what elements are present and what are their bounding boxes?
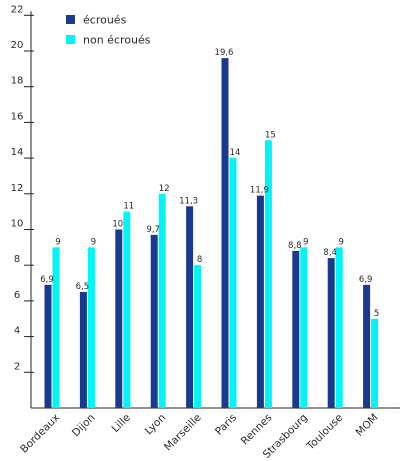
data-label: 6,9 bbox=[359, 275, 373, 285]
data-label: 9,7 bbox=[146, 225, 160, 235]
data-label: 8,4 bbox=[323, 248, 337, 258]
data-label: 10 bbox=[112, 220, 123, 230]
legend-swatch bbox=[66, 35, 75, 44]
bar-non-ecroues bbox=[335, 247, 343, 408]
bar-ecroues bbox=[115, 229, 123, 408]
legend: écroués non écroués bbox=[66, 14, 151, 47]
data-label: 8 bbox=[197, 255, 202, 265]
category-label: Bordeaux bbox=[18, 412, 62, 456]
y-tick-label: 6 bbox=[14, 290, 20, 301]
bar-non-ecroues bbox=[87, 247, 95, 408]
data-label: 9 bbox=[91, 237, 96, 247]
y-tick-label: 4 bbox=[14, 326, 20, 337]
category-label: Lyon bbox=[143, 412, 169, 438]
bars bbox=[44, 58, 379, 408]
bar-non-ecroues bbox=[123, 211, 131, 408]
category-label: Paris bbox=[213, 412, 239, 438]
category-label: Marseille bbox=[162, 412, 204, 454]
bar-non-ecroues bbox=[264, 140, 272, 408]
category-label: Dijon bbox=[70, 412, 98, 440]
bar-non-ecroues bbox=[52, 247, 60, 408]
bar-non-ecroues bbox=[158, 193, 166, 408]
category-label: Toulouse bbox=[304, 412, 345, 453]
bar-non-ecroues bbox=[229, 158, 237, 408]
y-tick-label: 18 bbox=[11, 76, 24, 87]
data-label: 5 bbox=[374, 309, 379, 319]
y-tick-label: 10 bbox=[11, 219, 24, 230]
bar-non-ecroues bbox=[194, 265, 202, 408]
category-label: Rennes bbox=[239, 412, 275, 448]
data-label: 9 bbox=[303, 237, 308, 247]
bar-ecroues bbox=[186, 206, 194, 408]
data-label: 6,9 bbox=[40, 275, 54, 285]
bar-ecroues bbox=[327, 258, 335, 408]
y-tick-label: 12 bbox=[11, 183, 24, 194]
data-label: 11 bbox=[123, 202, 134, 212]
bar-non-ecroues bbox=[300, 247, 308, 408]
data-label: 11,3 bbox=[179, 196, 198, 206]
bar-ecroues bbox=[150, 234, 158, 408]
data-labels: 6,9 6,5 10 9,7 11,3 19,6 11,9 8,8 8,4 6,9 9 9 11 12 8 1… bbox=[40, 48, 379, 319]
y-tick-label: 16 bbox=[11, 111, 24, 122]
bar-ecroues bbox=[44, 284, 52, 408]
y-tick-label: 8 bbox=[14, 254, 20, 265]
bar-ecroues bbox=[363, 284, 371, 408]
y-tick-label: 2 bbox=[14, 361, 20, 372]
bar-ecroues bbox=[221, 58, 229, 408]
data-label: 11,9 bbox=[250, 186, 269, 196]
y-tick-label: 22 bbox=[11, 4, 24, 15]
y-tick-label: 14 bbox=[11, 147, 24, 158]
y-tick-label: 20 bbox=[11, 40, 24, 51]
data-label: 9 bbox=[55, 237, 60, 247]
category-label: MOM bbox=[354, 412, 381, 439]
data-label: 9 bbox=[338, 237, 343, 247]
bar-ecroues bbox=[292, 250, 300, 408]
data-label: 8,8 bbox=[288, 241, 302, 251]
data-label: 12 bbox=[159, 184, 170, 194]
data-label: 15 bbox=[265, 130, 276, 140]
category-label: Lille bbox=[110, 412, 133, 435]
data-label: 19,6 bbox=[215, 48, 234, 58]
y-axis: 2 4 6 8 10 12 14 16 18 20 22 bbox=[11, 4, 34, 408]
data-label: 6,5 bbox=[76, 282, 90, 292]
data-label: 14 bbox=[230, 148, 241, 158]
legend-label: écroués bbox=[83, 14, 127, 27]
legend-swatch bbox=[66, 15, 75, 24]
bar-ecroues bbox=[79, 291, 87, 408]
bar-non-ecroues bbox=[371, 318, 379, 408]
legend-label: non écroués bbox=[83, 34, 151, 47]
bar-ecroues bbox=[256, 195, 264, 408]
